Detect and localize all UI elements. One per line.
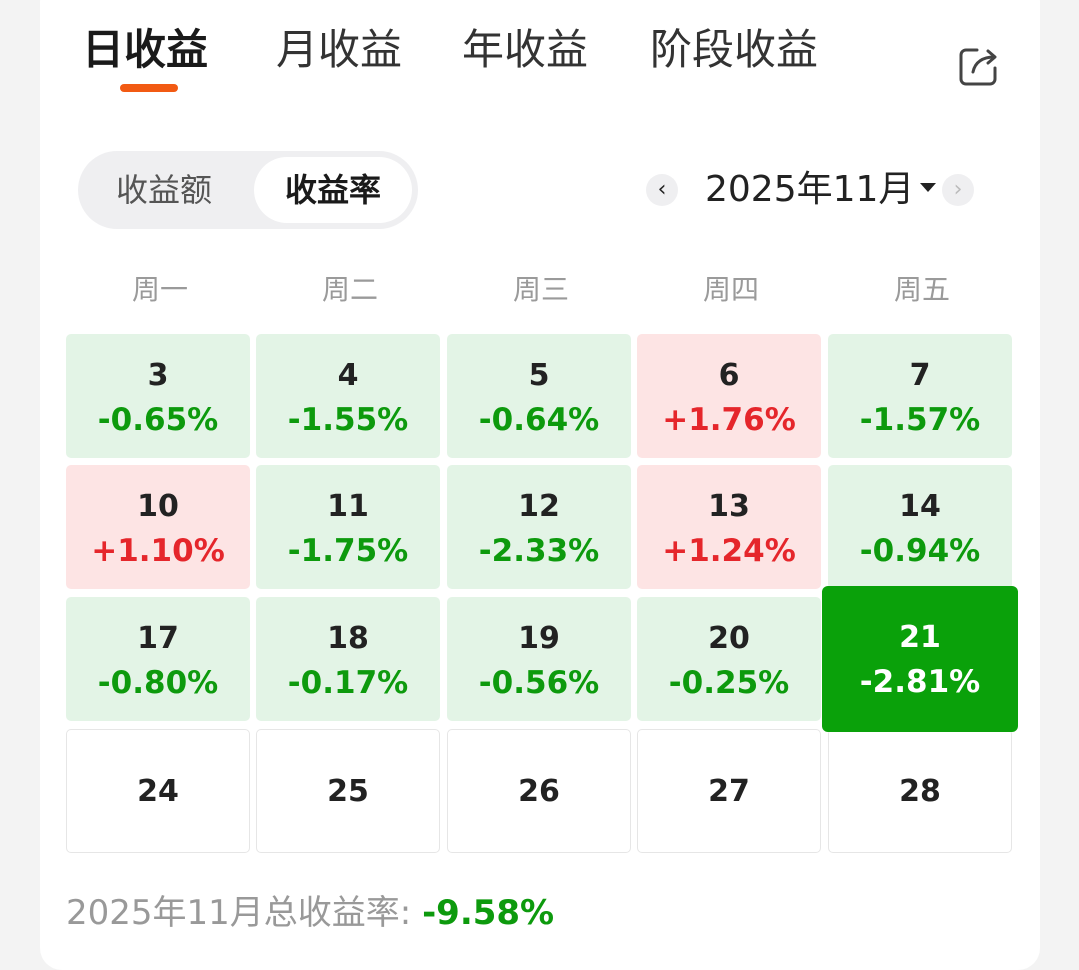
weekday-label: 周五 [893, 273, 950, 306]
weekday-label: 周三 [512, 273, 569, 306]
day-number: 20 [708, 621, 750, 656]
day-number: 21 [899, 620, 941, 655]
calendar-day-cell[interactable]: 27 [637, 729, 821, 853]
daily-return-rate: +1.76% [662, 402, 796, 438]
day-number: 7 [909, 358, 931, 393]
tab-period-returns[interactable]: 阶段收益 [650, 25, 819, 74]
month-label: 2025年11月 [705, 169, 915, 210]
calendar-day-cell[interactable]: 19 -0.56% [447, 597, 631, 721]
day-number: 4 [337, 358, 359, 393]
monthly-total-label: 2025年11月总收益率: [66, 893, 423, 933]
calendar-day-cell[interactable]: 24 [66, 729, 250, 853]
day-number: 25 [327, 774, 369, 809]
calendar-day-cell[interactable]: 13 +1.24% [637, 465, 821, 589]
calendar-day-cell[interactable]: 4 -1.55% [256, 334, 440, 458]
toggle-return-rate[interactable]: 收益率 [254, 157, 412, 223]
calendar-day-cell[interactable]: 7 -1.57% [828, 334, 1012, 458]
day-number: 27 [708, 774, 750, 809]
daily-return-rate: -1.57% [859, 402, 981, 438]
tab-monthly-returns[interactable]: 月收益 [276, 25, 403, 74]
day-number: 3 [147, 358, 169, 393]
calendar-day-cell[interactable]: 10 +1.10% [66, 465, 250, 589]
day-number: 14 [899, 489, 941, 524]
chevron-left-icon[interactable]: ‹ [646, 174, 678, 206]
active-tab-indicator [120, 84, 178, 92]
day-number: 11 [327, 489, 369, 524]
daily-return-rate: -0.64% [478, 402, 600, 438]
day-number: 26 [518, 774, 560, 809]
calendar-day-cell[interactable]: 14 -0.94% [828, 465, 1012, 589]
day-number: 24 [137, 774, 179, 809]
share-export-icon[interactable] [957, 44, 1001, 88]
calendar-day-cell[interactable]: 3 -0.65% [66, 334, 250, 458]
calendar-day-cell[interactable]: 25 [256, 729, 440, 853]
day-number: 19 [518, 621, 560, 656]
day-number: 5 [528, 358, 550, 393]
day-number: 18 [327, 621, 369, 656]
calendar-day-cell[interactable]: 18 -0.17% [256, 597, 440, 721]
daily-return-rate: +1.24% [662, 533, 796, 569]
caret-down-icon [920, 182, 937, 192]
daily-return-rate: -0.65% [97, 402, 219, 438]
metric-toggle: 收益额 收益率 [78, 151, 418, 229]
calendar-day-cell[interactable]: 6 +1.76% [637, 334, 821, 458]
tab-yearly-returns[interactable]: 年收益 [462, 25, 589, 74]
calendar-day-cell[interactable]: 20 -0.25% [637, 597, 821, 721]
day-number: 10 [137, 489, 179, 524]
daily-return-rate: -0.56% [478, 665, 600, 701]
daily-return-rate: -1.75% [287, 533, 409, 569]
calendar-day-cell[interactable]: 17 -0.80% [66, 597, 250, 721]
daily-return-rate: -0.17% [287, 665, 409, 701]
weekday-label: 周四 [702, 273, 759, 306]
daily-return-rate: -1.55% [287, 402, 409, 438]
calendar-day-cell[interactable]: 5 -0.64% [447, 334, 631, 458]
day-number: 12 [518, 489, 560, 524]
daily-return-rate: -2.33% [478, 533, 600, 569]
calendar-day-cell[interactable]: 11 -1.75% [256, 465, 440, 589]
day-number: 28 [899, 774, 941, 809]
calendar-day-cell[interactable]: 21 -2.81% [822, 586, 1018, 732]
calendar-day-cell[interactable]: 12 -2.33% [447, 465, 631, 589]
day-number: 17 [137, 621, 179, 656]
toggle-return-amount[interactable]: 收益额 [115, 171, 212, 209]
month-selector[interactable]: 2025年11月 [705, 166, 937, 214]
day-number: 13 [708, 489, 750, 524]
chevron-right-icon[interactable]: › [942, 174, 974, 206]
calendar-day-cell[interactable]: 28 [828, 729, 1012, 853]
weekday-label: 周二 [321, 273, 378, 306]
monthly-total: 2025年11月总收益率: -9.58% [66, 893, 554, 933]
daily-return-rate: -0.80% [97, 665, 219, 701]
calendar-day-cell[interactable]: 26 [447, 729, 631, 853]
tab-daily-returns[interactable]: 日收益 [82, 25, 209, 74]
day-number: 6 [718, 358, 740, 393]
daily-return-rate: -2.81% [859, 664, 981, 700]
weekday-label: 周一 [131, 273, 188, 306]
monthly-total-value: -9.58% [422, 893, 555, 933]
daily-return-rate: +1.10% [91, 533, 225, 569]
daily-return-rate: -0.94% [859, 533, 981, 569]
daily-return-rate: -0.25% [668, 665, 790, 701]
